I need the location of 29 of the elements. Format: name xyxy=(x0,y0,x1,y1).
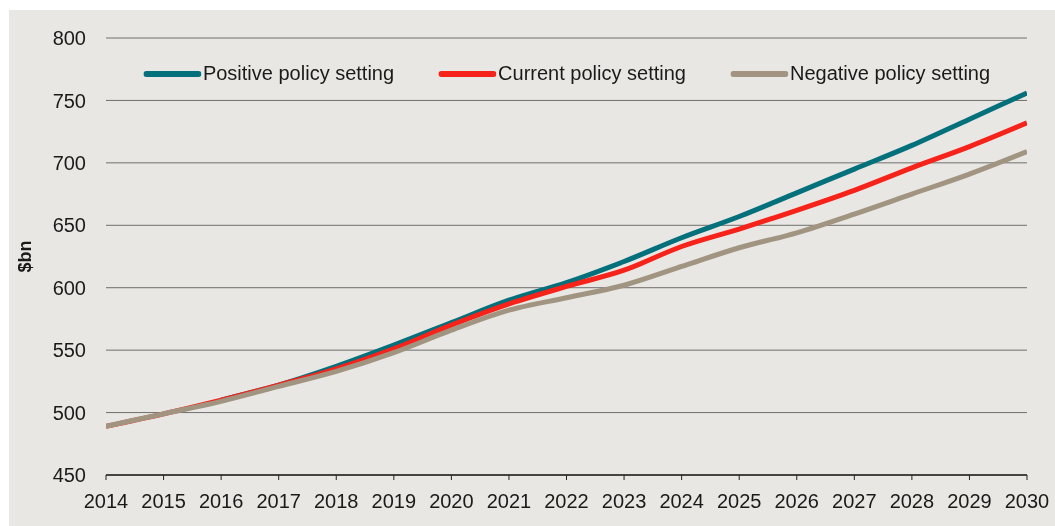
x-tick-label: 2029 xyxy=(947,490,992,513)
x-tick-label: 2018 xyxy=(314,490,359,513)
y-tick-label: 600 xyxy=(52,276,86,299)
legend-label: Positive policy setting xyxy=(202,62,395,85)
x-tick-label: 2021 xyxy=(486,490,532,513)
x-tick-label: 2030 xyxy=(1004,490,1050,513)
legend-label: Current policy setting xyxy=(498,62,686,85)
y-axis-title: $bn xyxy=(15,240,36,273)
x-tick-label: 2020 xyxy=(429,490,474,513)
legend-label: Negative policy setting xyxy=(789,62,991,85)
y-tick-label: 550 xyxy=(52,339,86,362)
y-tick-label: 450 xyxy=(52,464,86,487)
y-tick-label: 800 xyxy=(52,27,86,50)
x-tick-label: 2017 xyxy=(256,490,301,513)
x-tick-label: 2026 xyxy=(774,490,819,513)
x-tick-label: 2014 xyxy=(83,490,129,513)
x-tick-label: 2022 xyxy=(544,490,589,513)
x-tick-label: 2015 xyxy=(141,490,186,513)
x-tick-label: 2023 xyxy=(601,490,647,513)
y-tick-label: 500 xyxy=(52,401,86,424)
x-tick-label: 2024 xyxy=(659,490,704,513)
x-tick-label: 2025 xyxy=(716,490,762,513)
x-tick-label: 2016 xyxy=(198,490,244,513)
x-tick-label: 2019 xyxy=(371,490,417,513)
y-tick-label: 650 xyxy=(52,214,86,237)
y-tick-label: 700 xyxy=(52,151,86,174)
x-tick-label: 2027 xyxy=(832,490,877,513)
x-tick-label: 2028 xyxy=(889,490,935,513)
y-tick-label: 750 xyxy=(52,89,86,112)
